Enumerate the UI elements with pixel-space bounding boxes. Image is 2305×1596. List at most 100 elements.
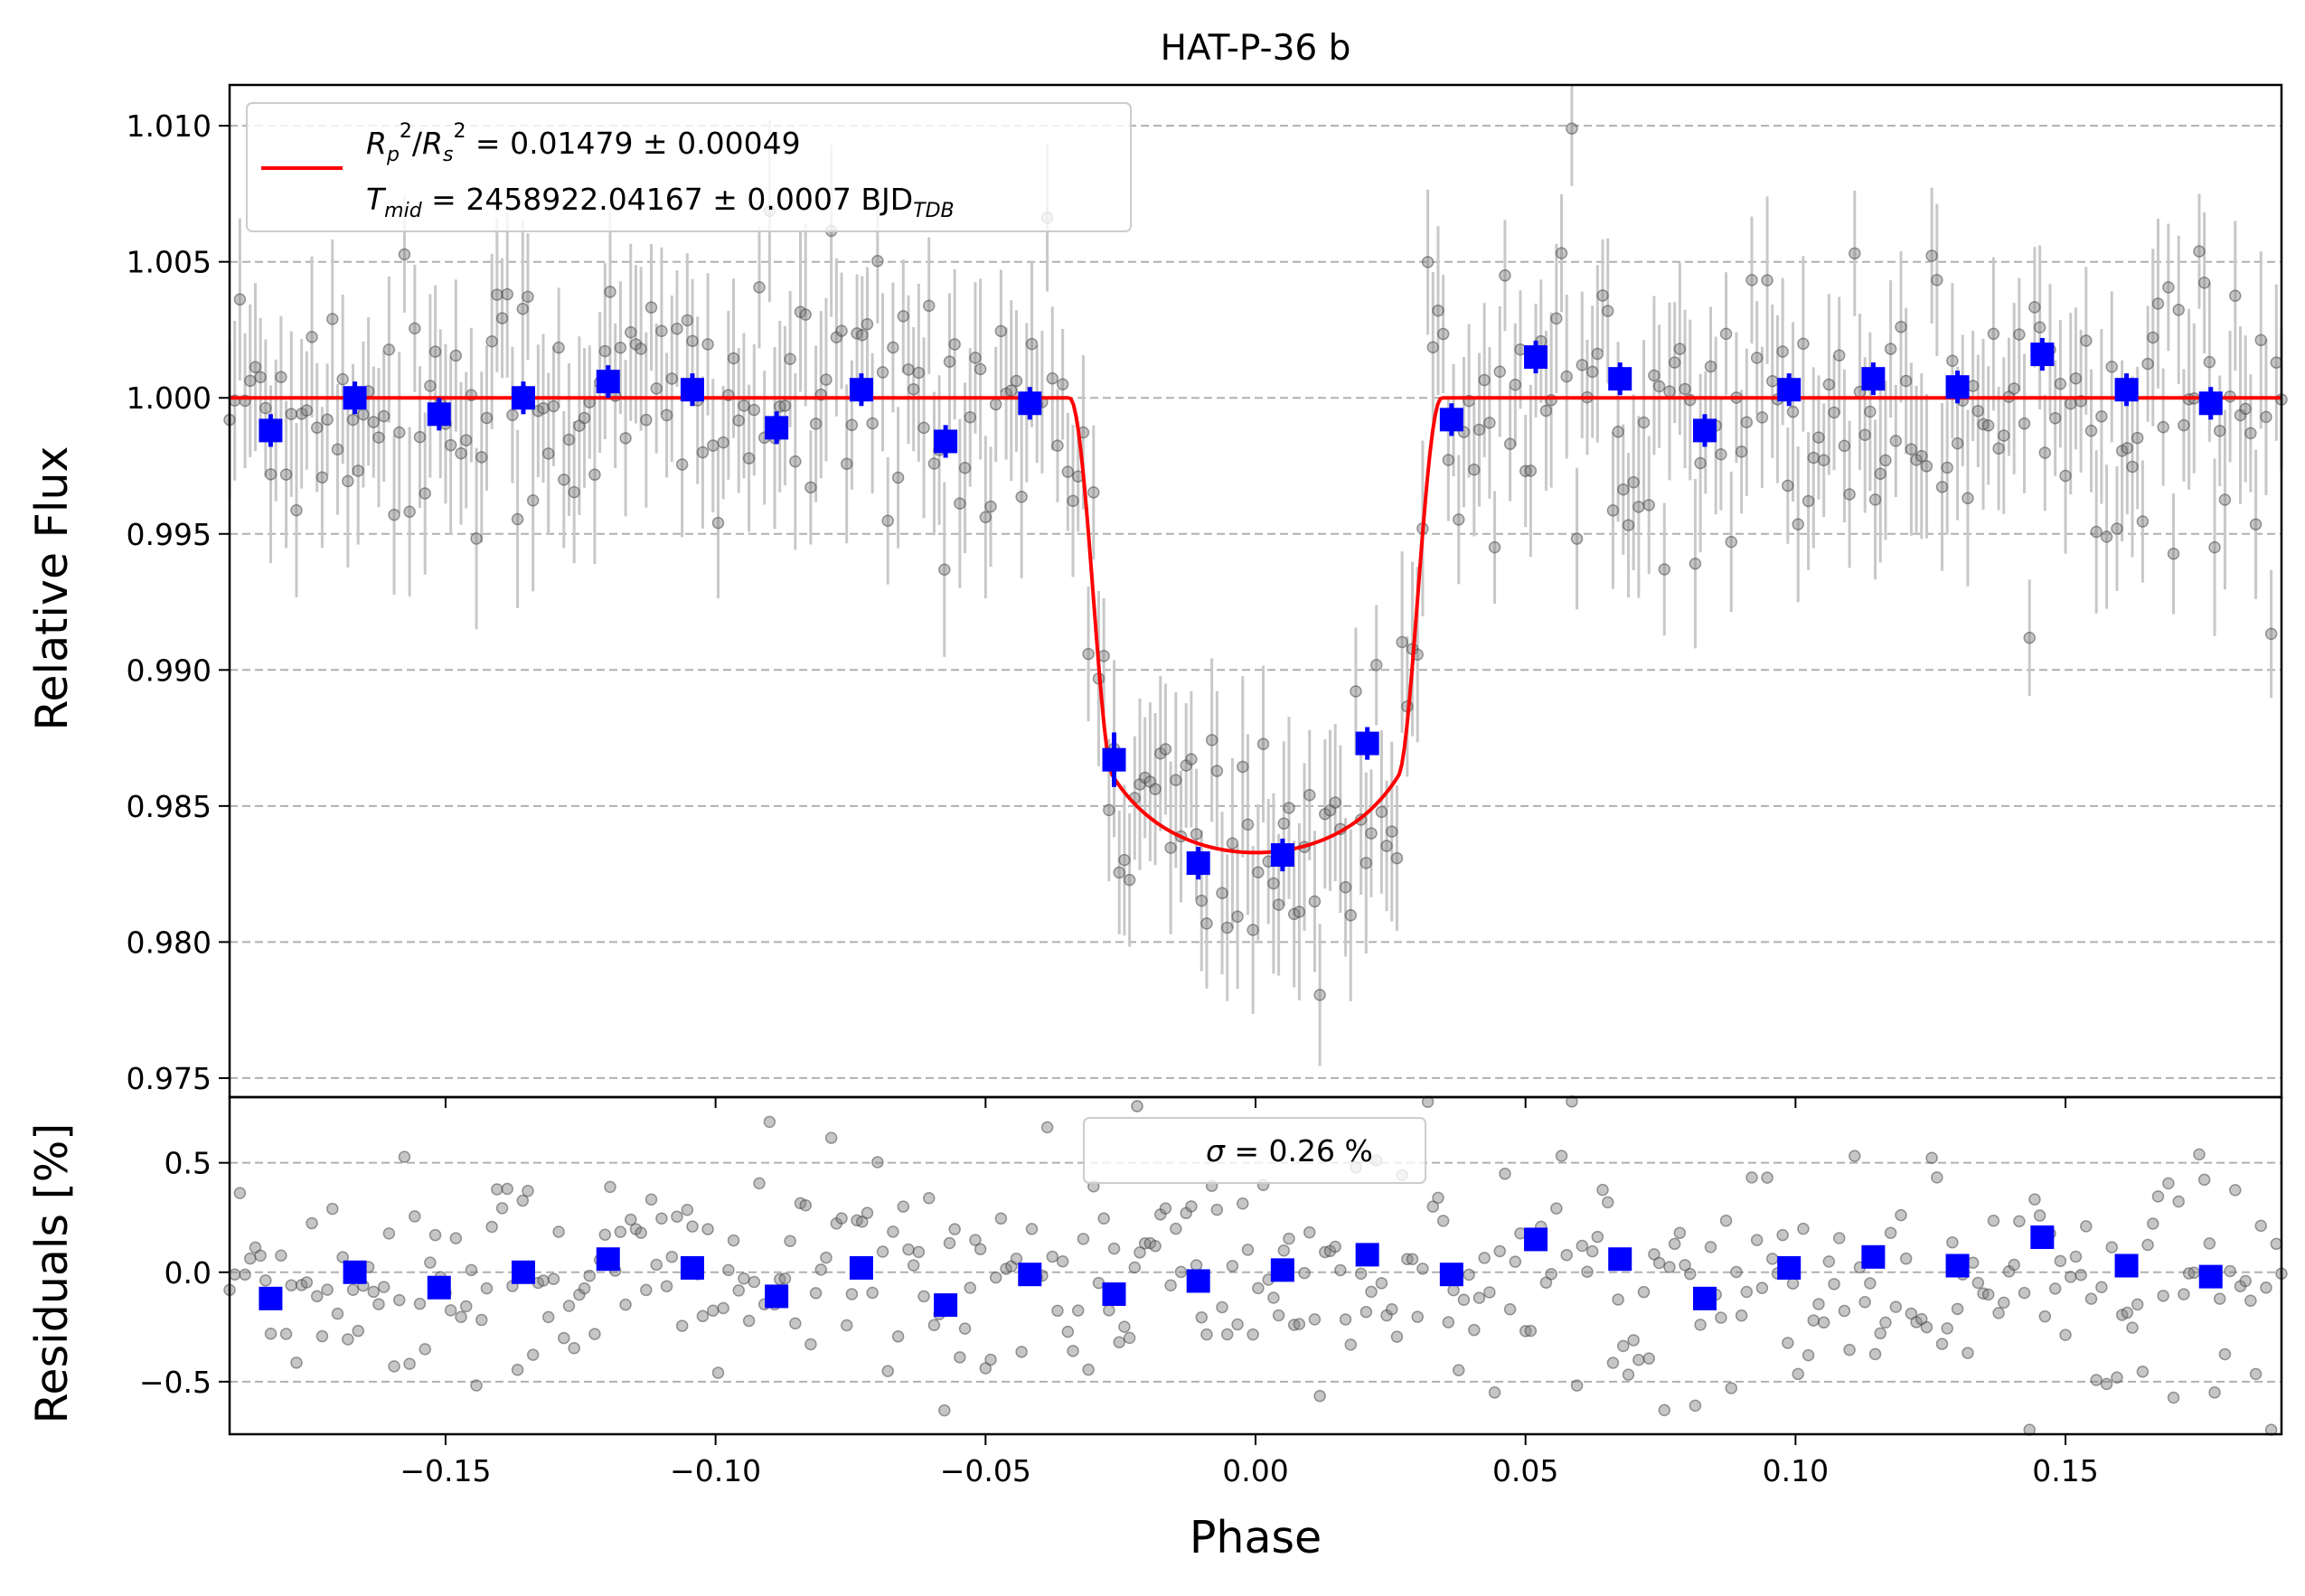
residual-point: [722, 1263, 735, 1277]
raw-point: [2054, 378, 2067, 390]
raw-point: [866, 417, 879, 430]
residual-point: [1272, 1309, 1285, 1322]
raw-point: [1766, 375, 1779, 388]
residual-point: [1164, 1279, 1177, 1291]
residual-point: [1627, 1334, 1640, 1347]
raw-point: [352, 465, 364, 477]
raw-point: [1442, 454, 1455, 466]
raw-point: [881, 514, 894, 527]
residual-point: [969, 1234, 982, 1246]
residual-binned-point: [1439, 1263, 1463, 1287]
residual-point: [310, 1290, 324, 1303]
raw-point: [1935, 481, 1949, 493]
residual-binned-point: [1693, 1286, 1717, 1310]
raw-point: [1884, 343, 1897, 355]
residual-point: [640, 1283, 653, 1297]
chart-title: HAT-P-36 b: [1161, 28, 1351, 69]
residual-point: [1056, 1254, 1069, 1268]
top-raw-points: [223, 122, 2288, 1001]
raw-point: [1596, 289, 1609, 302]
residual-point: [1864, 1277, 1877, 1290]
raw-point: [701, 338, 714, 351]
raw-point: [650, 382, 663, 395]
residual-point: [275, 1249, 287, 1262]
raw-point: [1493, 365, 1506, 378]
raw-point: [1524, 465, 1538, 477]
residual-point: [696, 1310, 710, 1323]
residual-point: [1390, 1330, 1404, 1343]
raw-point: [279, 468, 293, 481]
residual-point: [588, 1328, 601, 1340]
residual-point: [2224, 1264, 2236, 1278]
raw-point: [912, 366, 926, 380]
residual-point: [2157, 1290, 2169, 1302]
residual-point: [2203, 1237, 2216, 1250]
residual-point: [485, 1220, 498, 1234]
residual-point: [526, 1348, 540, 1361]
residual-point: [1946, 1235, 1959, 1249]
residual-point: [1807, 1314, 1820, 1327]
residual-point: [1339, 1313, 1352, 1326]
raw-point: [804, 481, 817, 494]
residual-point: [748, 1275, 761, 1289]
residual-point: [598, 1228, 612, 1241]
binned-point: [596, 370, 620, 394]
raw-point: [2249, 518, 2263, 530]
raw-point: [480, 411, 494, 425]
raw-point: [1216, 887, 1228, 899]
legend-residual-marker: [1131, 1100, 1143, 1113]
raw-point: [254, 371, 267, 384]
binned-point: [1693, 418, 1717, 443]
residual-point: [1128, 1261, 1142, 1274]
raw-point: [1483, 417, 1496, 429]
residual-point: [1149, 1239, 1162, 1253]
raw-point: [954, 497, 966, 510]
residual-point: [541, 1310, 555, 1324]
residual-y-tick-label: −0.5: [139, 1365, 212, 1400]
raw-point: [1812, 431, 1825, 444]
binned-point: [1186, 851, 1210, 876]
raw-point: [1339, 881, 1352, 894]
legend-tmid: Tmid = 2458922.04167 ± 0.0007 BJDTDB: [366, 182, 955, 222]
raw-point: [1642, 499, 1655, 512]
raw-point: [1118, 853, 1131, 867]
residual-point: [459, 1300, 473, 1313]
raw-point: [419, 487, 431, 500]
residual-point: [1472, 1291, 1486, 1304]
raw-point: [717, 436, 729, 449]
residual-point: [2187, 1266, 2201, 1279]
residual-point: [660, 1280, 673, 1292]
raw-point: [1782, 479, 1794, 493]
residual-point: [1637, 1285, 1651, 1299]
residual-binned-point: [1861, 1244, 1886, 1269]
residual-point: [1040, 1121, 1054, 1134]
residual-point: [701, 1223, 714, 1235]
binned-point: [1102, 747, 1126, 772]
raw-point: [2239, 402, 2252, 416]
raw-point: [1750, 352, 1764, 364]
residual-point: [1935, 1338, 1949, 1350]
legend-tmid-value: = 2458922.04167 ± 0.0007 BJD: [422, 182, 913, 217]
residual-point: [753, 1177, 766, 1190]
residual-point: [1555, 1150, 1568, 1162]
residual-point: [562, 1300, 576, 1312]
residual-point: [367, 1285, 381, 1299]
residual-point: [1786, 1277, 1800, 1290]
raw-point: [1267, 877, 1280, 890]
residual-point: [2018, 1286, 2031, 1300]
raw-point: [2178, 418, 2190, 432]
residual-point: [1560, 1249, 1573, 1262]
raw-point: [1396, 635, 1408, 649]
residual-point: [789, 1317, 802, 1330]
raw-point: [907, 382, 920, 396]
raw-point: [1550, 312, 1563, 325]
raw-point: [321, 413, 334, 427]
y-axis-label-bottom: Residuals [%]: [26, 1123, 78, 1424]
residual-point: [1447, 1283, 1460, 1297]
raw-point: [655, 324, 668, 337]
residual-point: [1843, 1343, 1856, 1357]
raw-point: [1499, 269, 1511, 282]
y-axis-label-top: Relative Flux: [26, 446, 78, 730]
residual-point: [2033, 1209, 2046, 1222]
raw-point: [1051, 439, 1064, 452]
